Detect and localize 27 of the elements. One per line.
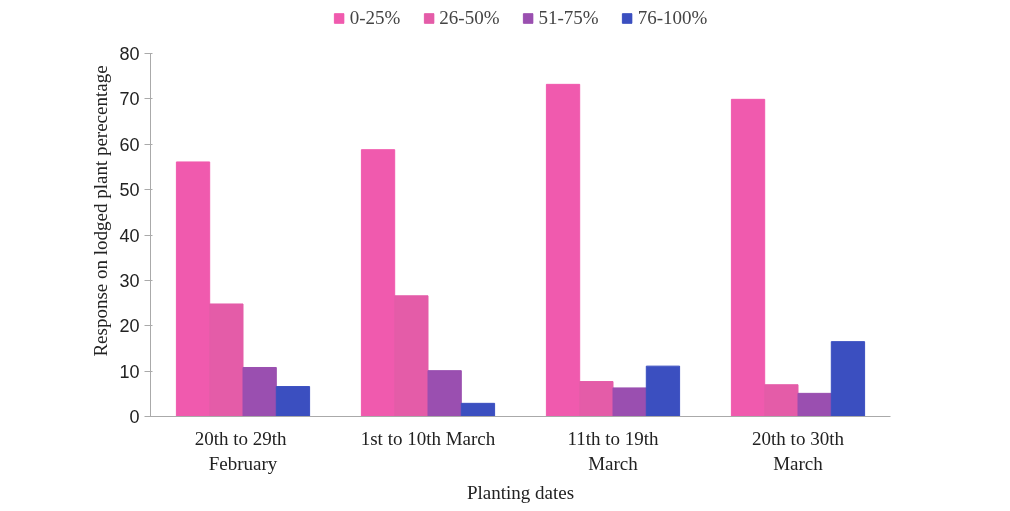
bar xyxy=(797,392,832,417)
x-tick-label: 20th to 30th March xyxy=(752,427,845,474)
y-tick-label: 0 xyxy=(129,407,140,427)
bar xyxy=(275,386,311,417)
y-tick-label: 30 xyxy=(119,270,140,291)
x-tick-label: 1st to 10th March xyxy=(360,427,496,449)
bar xyxy=(460,402,496,417)
legend-label: 51-75% xyxy=(538,7,599,29)
bar xyxy=(427,370,462,417)
y-tick-label: 60 xyxy=(119,134,140,155)
y-axis-title: Response on lodged plant perecentage xyxy=(90,65,112,357)
bar xyxy=(830,341,866,417)
bar xyxy=(242,366,277,417)
x-tick-label: 20th to 29th February xyxy=(194,427,288,474)
legend-label: 26-50% xyxy=(439,7,500,29)
y-tick-label: 80 xyxy=(119,44,140,64)
y-tick-label: 20 xyxy=(119,316,140,337)
y-tick-label: 10 xyxy=(119,361,140,382)
x-tick-label: 11th to 19th March xyxy=(567,427,660,474)
x-axis-title: Planting dates xyxy=(466,481,575,503)
y-tick-label: 70 xyxy=(119,89,140,110)
bar xyxy=(645,365,681,417)
y-tick-label: 40 xyxy=(119,225,140,246)
legend-label: 0-25% xyxy=(349,7,401,29)
y-tick-label: 50 xyxy=(119,180,140,201)
legend-label: 76-100% xyxy=(637,7,708,29)
bar xyxy=(612,387,647,417)
